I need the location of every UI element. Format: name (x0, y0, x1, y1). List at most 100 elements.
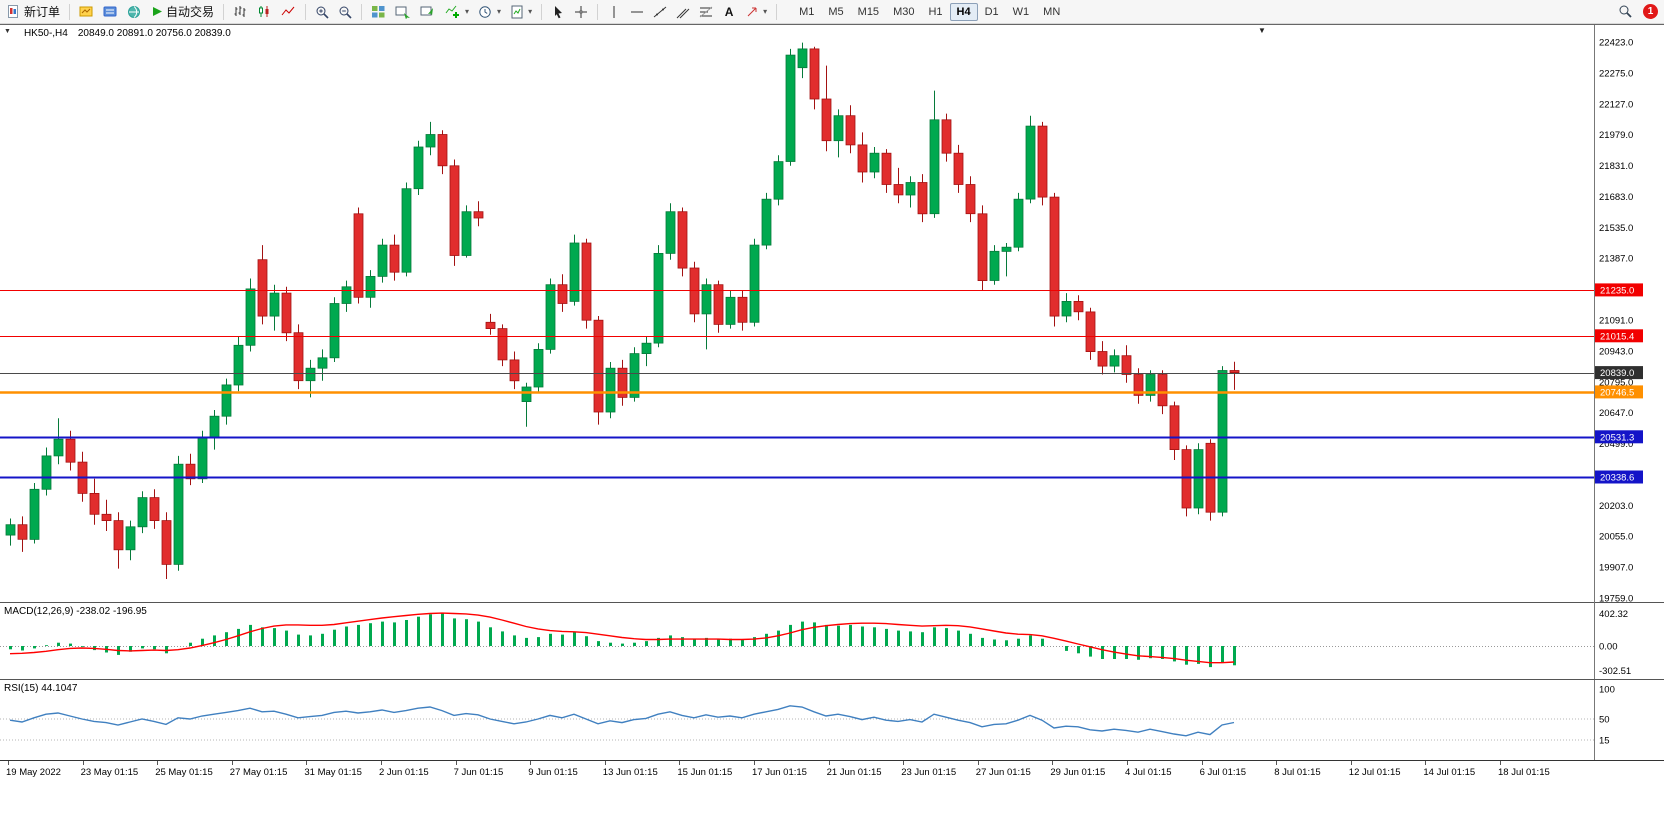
rsi-indicator-panel[interactable]: 100 50 15 RSI(15) 44.1047 (0, 680, 1664, 761)
time-axis-tick (977, 761, 979, 765)
time-axis-tick (1127, 761, 1128, 765)
add-indicator-button[interactable]: ▾ (441, 1, 473, 22)
horizontal-level-lines[interactable] (0, 290, 1594, 479)
zoom-out-button[interactable] (334, 1, 356, 22)
price-badge (1595, 366, 1643, 380)
time-axis-label: 21 Jun 01:15 (826, 767, 882, 778)
time-axis-label: 19 May 2022 (6, 767, 61, 778)
new-order-button[interactable]: 新订单 (4, 1, 64, 22)
crosshair-tool-button[interactable] (570, 1, 592, 22)
price-badge-label: 20746.5 (1600, 387, 1634, 398)
price-chart-panel[interactable]: 22423.0 22275.0 22127.0 21979.0 21831.0 21683… (0, 25, 1664, 603)
rsi-canvas: 100 50 15 (0, 680, 1615, 760)
cascade-windows-icon (395, 6, 411, 19)
text-tool-label: A (724, 4, 734, 19)
horizontal-line-tool-button[interactable] (626, 1, 648, 22)
timeframe-m5[interactable]: M5 (828, 5, 844, 18)
candlestick-chart-button[interactable] (253, 1, 276, 22)
channel-tool-button[interactable] (672, 1, 694, 22)
timeframe-mn[interactable]: MN (1043, 5, 1061, 18)
separator (223, 3, 225, 20)
rsi-axis-label: 100 (1599, 685, 1615, 696)
time-axis-tick (1425, 761, 1427, 765)
price-badge-label: 21015.4 (1600, 331, 1634, 342)
templates-button[interactable]: ▾ (506, 1, 536, 22)
price-axis-label: 21535.0 (1599, 223, 1633, 234)
time-axis-tick (1052, 761, 1054, 765)
price-axis-label: 22423.0 (1599, 38, 1633, 49)
macd-label: MACD(12,26,9) -238.02 -196.95 (4, 606, 147, 617)
fibonacci-tool-button[interactable] (695, 1, 717, 22)
chart-symbol-title: HK50-,H4 (23, 28, 68, 39)
separator (541, 3, 543, 20)
separator (597, 3, 599, 20)
time-axis-label: 27 Jun 01:15 (975, 767, 1031, 778)
price-axis-labels[interactable]: 22423.0 22275.0 22127.0 21979.0 21831.0 21683… (1599, 38, 1633, 604)
timeframe-d1[interactable]: D1 (984, 5, 999, 18)
timeframe-h4[interactable]: H4 (949, 2, 978, 21)
search-button[interactable] (1614, 1, 1637, 22)
separator (305, 3, 307, 20)
tile-windows-button[interactable] (367, 1, 390, 22)
price-axis-label: 20203.0 (1599, 501, 1633, 512)
navigator-button[interactable] (123, 1, 146, 22)
arrange-windows-button[interactable] (416, 1, 440, 22)
price-axis-label: 19759.0 (1599, 594, 1633, 604)
time-axis-tick (903, 761, 905, 765)
market-watch-button[interactable] (75, 1, 98, 22)
chart-shift-marker-icon[interactable]: ▼ (1258, 26, 1266, 35)
data-window-button[interactable] (99, 1, 122, 22)
line-chart-icon (281, 6, 295, 16)
rsi-axis-label: 15 (1599, 736, 1610, 747)
bar-chart-button[interactable] (229, 1, 252, 22)
timeframe-w1[interactable]: W1 (1012, 5, 1030, 18)
price-axis-label: 20055.0 (1599, 532, 1633, 543)
price-axis-label: 21387.0 (1599, 254, 1633, 265)
macd-axis-label: 402.32 (1599, 609, 1628, 620)
chart-dropdown-icon[interactable]: ▼ (4, 28, 11, 35)
time-axis-label: 31 May 01:15 (304, 767, 362, 778)
toolbar-right-zone: 1 (1614, 1, 1660, 22)
candles (5, 42, 1240, 579)
timeframe-m30[interactable]: M30 (893, 5, 915, 18)
price-axis-label: 21831.0 (1599, 161, 1633, 172)
cursor-tool-button[interactable] (547, 1, 569, 22)
time-axis-tick (604, 761, 606, 765)
macd-axis-labels: 402.32 0.00 -302.51 (1599, 609, 1631, 677)
periods-button[interactable]: ▾ (474, 1, 505, 22)
cascade-windows-button[interactable] (391, 1, 415, 22)
timeframe-m15[interactable]: M15 (857, 5, 880, 18)
time-axis-label: 13 Jun 01:15 (602, 767, 658, 778)
price-badge (1595, 283, 1643, 297)
time-axis-tick (530, 761, 532, 765)
trendline-tool-button[interactable] (649, 1, 671, 22)
time-axis-tick (679, 761, 681, 765)
price-chart-canvas[interactable]: 22423.0 22275.0 22127.0 21979.0 21831.0 21683… (0, 25, 1664, 603)
data-window-icon (103, 6, 117, 17)
dropdown-arrow-icon: ▾ (465, 7, 470, 16)
vertical-line-tool-button[interactable] (603, 1, 625, 22)
macd-canvas: 402.32 0.00 -302.51 (0, 603, 1631, 679)
price-badges: 21235.0 21015.4 20839.0 20746.5 20531.3 20338… (1595, 283, 1643, 484)
line-chart-button[interactable] (277, 1, 300, 22)
macd-indicator-panel[interactable]: 402.32 0.00 -302.51 MACD(12,26,9) -238.02 … (0, 603, 1664, 680)
timeframe-m1[interactable]: M1 (799, 5, 815, 18)
time-axis-tick (381, 761, 382, 765)
time-axis-tick (1350, 761, 1352, 765)
time-axis-tick (1500, 761, 1501, 765)
timeframe-h1[interactable]: H1 (928, 5, 943, 18)
notification-badge[interactable]: 1 (1643, 4, 1658, 19)
text-tool-button[interactable]: A (718, 1, 740, 22)
time-axis-tick (455, 761, 457, 765)
arrows-tool-button[interactable]: ▾ (741, 1, 771, 22)
horizontal-line-icon (631, 11, 644, 12)
time-axis[interactable]: 19 May 2022 23 May 01:15 25 May 01:15 27 Ma… (0, 761, 1664, 785)
separator (776, 3, 778, 20)
auto-trading-button[interactable]: 自动交易 (147, 1, 218, 22)
cursor-icon (555, 5, 563, 18)
time-axis-label: 15 Jun 01:15 (677, 767, 733, 778)
rsi-axis-label: 50 (1599, 715, 1610, 726)
zoom-in-button[interactable] (311, 1, 333, 22)
price-axis-label: 21979.0 (1599, 130, 1633, 141)
price-badge (1595, 470, 1643, 484)
